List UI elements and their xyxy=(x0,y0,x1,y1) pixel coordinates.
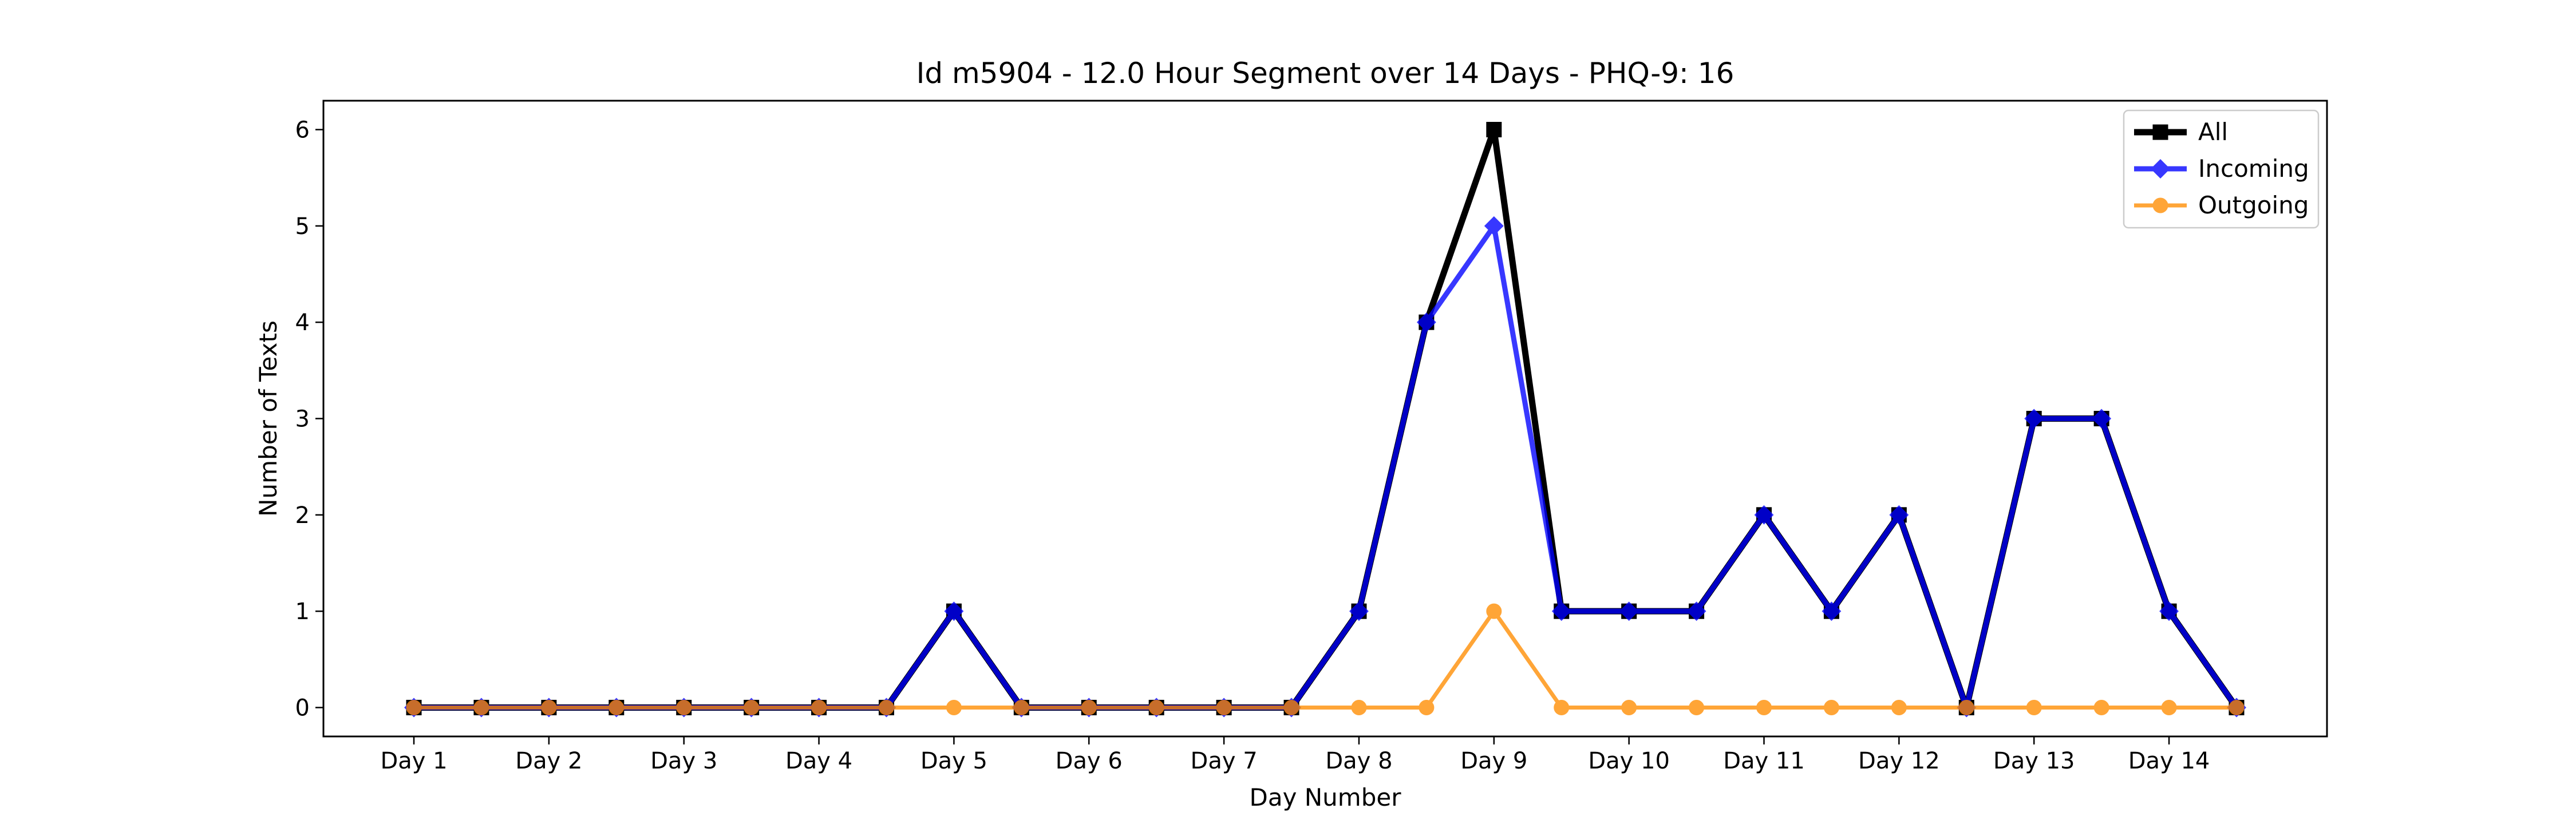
legend-label: Incoming xyxy=(2198,154,2309,183)
x-tick-label: Day 8 xyxy=(1325,748,1392,774)
data-point xyxy=(944,601,964,621)
data-point xyxy=(1416,312,1436,332)
x-tick-label: Day 4 xyxy=(785,748,852,774)
x-tick-label: Day 3 xyxy=(650,748,717,774)
series-2 xyxy=(404,216,2246,718)
y-tick-label: 1 xyxy=(295,599,310,625)
data-point xyxy=(676,700,692,715)
data-point xyxy=(406,700,422,715)
data-point xyxy=(946,700,962,715)
x-tick-label: Day 13 xyxy=(1993,748,2075,774)
data-point xyxy=(2159,601,2179,621)
data-point xyxy=(1013,700,1029,715)
legend-marker xyxy=(2152,124,2168,140)
data-point xyxy=(1621,700,1637,715)
y-tick-label: 4 xyxy=(295,310,310,336)
legend-marker xyxy=(2151,159,2170,179)
data-point xyxy=(744,700,760,715)
data-point xyxy=(1419,700,1435,715)
series-line xyxy=(411,223,2239,710)
legend-swatch xyxy=(2134,124,2187,140)
x-tick-label: Day 14 xyxy=(2128,748,2210,774)
x-tick-label: Day 1 xyxy=(380,748,447,774)
series-line xyxy=(410,126,2240,711)
data-point xyxy=(811,700,827,715)
data-point xyxy=(609,700,625,715)
data-point xyxy=(2161,700,2177,715)
plot-area: 0 1 2 3 4 5 6 Day 1 Day 2 Day 3 Day 4 Day 5 Day 6 Day… xyxy=(295,100,2328,774)
data-point xyxy=(1889,505,1909,525)
data-point xyxy=(1823,700,1839,715)
x-tick-label: Day 10 xyxy=(1588,748,1670,774)
data-point xyxy=(1551,601,1571,621)
x-tick-label: Day 12 xyxy=(1858,748,1940,774)
legend-swatch xyxy=(2134,197,2187,213)
x-tick-label: Day 5 xyxy=(920,748,987,774)
data-point xyxy=(2092,409,2112,429)
data-point xyxy=(1958,700,1974,715)
legend-label: All xyxy=(2198,118,2228,146)
legend-marker xyxy=(2152,197,2168,213)
data-point xyxy=(541,700,557,715)
data-point xyxy=(1148,700,1164,715)
x-tick-label: Day 2 xyxy=(515,748,582,774)
data-point xyxy=(1484,216,1504,236)
data-point xyxy=(1822,601,1842,621)
data-point xyxy=(1349,601,1369,621)
y-tick-label: 3 xyxy=(295,406,310,433)
legend-swatch xyxy=(2134,159,2187,179)
data-point xyxy=(1756,700,1772,715)
x-axis-title: Day Number xyxy=(1249,783,1401,811)
data-point xyxy=(1486,603,1502,619)
data-point xyxy=(1081,700,1097,715)
y-tick-label: 6 xyxy=(295,117,310,144)
x-tick-label: Day 9 xyxy=(1460,748,1527,774)
data-point xyxy=(1351,700,1367,715)
legend-box xyxy=(2123,109,2320,229)
chart-title: Id m5904 - 12.0 Hour Segment over 14 Day… xyxy=(916,57,1735,90)
data-point xyxy=(473,700,489,715)
data-point xyxy=(1619,601,1639,621)
data-point xyxy=(1891,700,1907,715)
x-tick-label: Day 6 xyxy=(1056,748,1123,774)
data-point xyxy=(2024,409,2044,429)
series-3 xyxy=(406,603,2245,715)
data-point xyxy=(1216,700,1232,715)
data-point xyxy=(1754,505,1774,525)
y-tick-label: 5 xyxy=(295,213,310,240)
y-tick-label: 0 xyxy=(295,695,310,722)
data-point xyxy=(1554,700,1570,715)
data-point xyxy=(2093,700,2109,715)
data-point xyxy=(1486,122,1502,137)
data-point xyxy=(2026,700,2042,715)
data-point xyxy=(2229,700,2245,715)
legend: All Incoming Outgoing xyxy=(2123,109,2320,229)
x-tick-label: Day 11 xyxy=(1723,748,1805,774)
x-tick-label: Day 7 xyxy=(1191,748,1258,774)
legend-label: Outgoing xyxy=(2198,191,2309,219)
data-point xyxy=(1283,700,1299,715)
data-point xyxy=(1689,700,1705,715)
data-point xyxy=(878,700,894,715)
y-tick-label: 2 xyxy=(295,502,310,529)
data-point xyxy=(1686,601,1706,621)
y-axis-title: Number of Texts xyxy=(254,320,282,517)
series-line xyxy=(412,609,2239,710)
series-1 xyxy=(406,122,2245,715)
